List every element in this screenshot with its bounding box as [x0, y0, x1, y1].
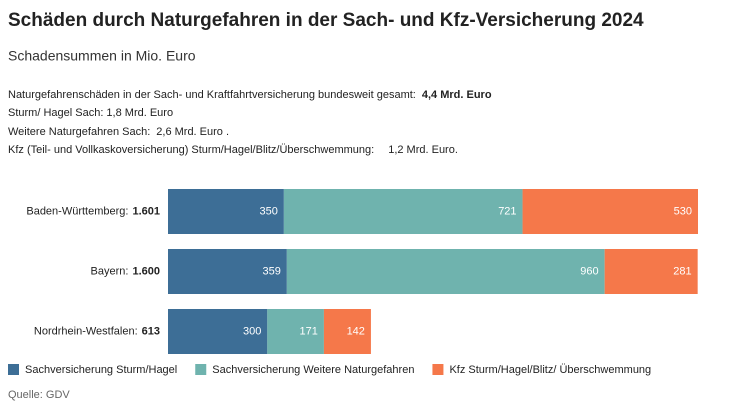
value-label: 960: [580, 265, 598, 277]
source: Quelle: GDV: [8, 389, 70, 401]
note-text: Naturgefahrenschäden in der Sach- und Kr…: [8, 89, 416, 101]
note-value: 2,6 Mrd. Euro .: [156, 126, 229, 138]
value-label: 281: [673, 265, 691, 277]
value-label: 721: [498, 205, 516, 217]
legend-label: Sachversicherung Sturm/Hagel: [25, 364, 177, 376]
note-value: 1,2 Mrd. Euro.: [388, 144, 458, 156]
category-name: Nordrhein-Westfalen:: [34, 325, 138, 337]
bar-segment: [283, 189, 523, 234]
note-value: 4,4 Mrd. Euro: [422, 89, 492, 101]
bar-segment: [522, 189, 698, 234]
bar-segment: [168, 249, 287, 294]
note: Weitere Naturgefahren Sach: 2,6 Mrd. Euro…: [8, 126, 229, 138]
legend-swatch: [8, 364, 19, 375]
bar-segment: [267, 309, 324, 354]
category-total: 1.600: [132, 265, 160, 277]
note: Naturgefahrenschäden in der Sach- und Kr…: [8, 89, 492, 101]
category-name: Baden-Württemberg:: [26, 205, 128, 217]
category-label: Bayern: 1.600: [91, 265, 160, 277]
bar-segment: [168, 309, 268, 354]
value-label: 530: [674, 205, 692, 217]
bar-segment: [168, 189, 284, 234]
note: Sturm/ Hagel Sach: 1,8 Mrd. Euro: [8, 107, 173, 119]
bar-segment: [323, 309, 371, 354]
category-total: 613: [142, 325, 160, 337]
legend-swatch: [195, 364, 207, 375]
value-label: 142: [347, 325, 365, 337]
note-text: Weitere Naturgefahren Sach:: [8, 126, 150, 138]
note-text: Sturm/ Hagel Sach: 1,8 Mrd. Euro: [8, 107, 173, 119]
chart-title: Schäden durch Naturgefahren in der Sach-…: [8, 10, 644, 31]
bar-segment: [604, 249, 698, 294]
value-label: 359: [262, 265, 280, 277]
value-label: 300: [243, 325, 261, 337]
value-label: 171: [300, 325, 318, 337]
note: Kfz (Teil- und Vollkaskoversicherung) St…: [8, 144, 458, 156]
legend-label: Kfz Sturm/Hagel/Blitz/ Überschwemmung: [449, 364, 651, 376]
category-total: 1.601: [132, 205, 160, 217]
category-label: Baden-Württemberg: 1.601: [26, 205, 160, 217]
category-label: Nordrhein-Westfalen: 613: [34, 325, 160, 337]
legend-swatch: [432, 364, 444, 375]
legend-label: Sachversicherung Weitere Naturgefahren: [212, 364, 414, 376]
bar-segment: [286, 249, 605, 294]
category-name: Bayern:: [91, 265, 129, 277]
chart-subtitle: Schadensummen in Mio. Euro: [8, 48, 196, 64]
value-label: 350: [260, 205, 278, 217]
note-text: Kfz (Teil- und Vollkaskoversicherung) St…: [8, 144, 374, 156]
